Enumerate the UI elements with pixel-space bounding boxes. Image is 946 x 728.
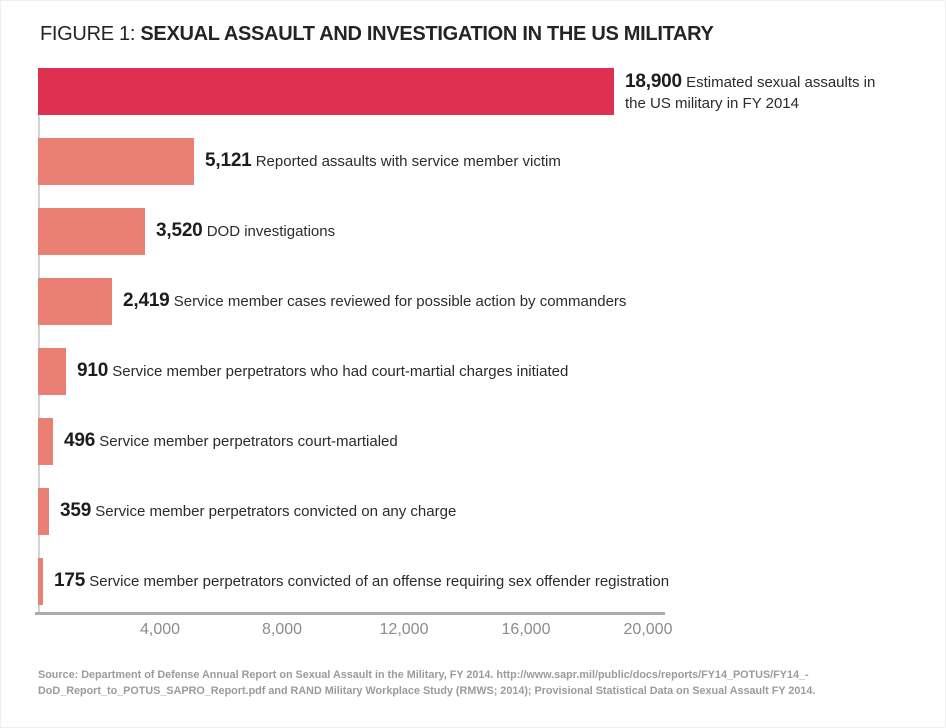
bar-label: 175 Service member perpetrators convicte… [54,569,669,593]
source-line-2: DoD_Report_to_POTUS_SAPRO_Report.pdf and… [38,684,816,697]
bar-label: 359 Service member perpetrators convicte… [60,499,456,523]
bar [38,278,112,325]
bar [38,208,145,255]
bar-description: Reported assaults with service member vi… [255,153,561,171]
bar [38,348,66,395]
bar-value: 3,520 [156,220,203,242]
y-axis-line [38,68,40,615]
source-note: Source: Department of Defense Annual Rep… [38,668,922,699]
bar-chart: 18,900 Estimated sexual assaults in the … [35,68,918,648]
bar-description: Service member perpetrators convicted on… [95,503,457,521]
bar-label: 910 Service member perpetrators who had … [77,359,568,383]
bar [38,68,614,115]
bar-row: 3,520 DOD investigations [38,208,918,255]
source-line-1: Source: Department of Defense Annual Rep… [38,669,809,681]
bar-value: 18,900 [625,70,682,92]
x-axis-tick-label: 12,000 [379,621,429,638]
bar-row: 496 Service member perpetrators court-ma… [38,418,918,465]
bar-rows: 18,900 Estimated sexual assaults in the … [38,68,918,628]
bar-description: Service member perpetrators who had cour… [112,363,569,381]
x-axis-tick-label: 20,000 [623,621,673,638]
bar-value: 5,121 [205,150,252,172]
bar-value: 910 [77,360,109,382]
x-axis-line [35,612,665,615]
bar [38,418,53,465]
bar-row: 175 Service member perpetrators convicte… [38,558,918,605]
bar-label: 496 Service member perpetrators court-ma… [64,429,398,453]
figure-number-label: FIGURE 1: [40,23,136,46]
bar-row: 359 Service member perpetrators convicte… [38,488,918,535]
bar-label: 18,900 Estimated sexual assaults in the … [625,70,877,114]
bar-value: 175 [54,570,86,592]
figure-title: FIGURE 1: SEXUAL ASSAULT AND INVESTIGATI… [40,23,714,46]
bar-value: 359 [60,500,92,522]
x-axis-tick-label: 16,000 [501,621,551,638]
bar-label: 5,121 Reported assaults with service mem… [205,149,561,173]
bar-description: DOD investigations [206,223,336,241]
bar-description: Estimated sexual assaults in the US mili… [625,73,876,113]
bar-description: Service member cases reviewed for possib… [173,293,627,311]
bar [38,558,43,605]
bar-value: 2,419 [123,290,170,312]
bar-value: 496 [64,430,96,452]
bar-description: Service member perpetrators court-martia… [99,433,398,451]
x-axis-tick-label: 4,000 [139,621,181,638]
figure-title-text: SEXUAL ASSAULT AND INVESTIGATION IN THE … [140,23,714,46]
bar-label: 2,419 Service member cases reviewed for … [123,289,626,313]
bar-row: 2,419 Service member cases reviewed for … [38,278,918,325]
bar-label: 3,520 DOD investigations [156,219,335,243]
x-axis-ticks: 4,000 8,000 12,000 16,000 20,000 [38,621,672,643]
bar-row: 18,900 Estimated sexual assaults in the … [38,68,918,115]
bar [38,488,49,535]
x-axis-tick-label: 8,000 [261,621,303,638]
bar-description: Service member perpetrators convicted of… [89,573,670,591]
bar-row: 910 Service member perpetrators who had … [38,348,918,395]
bar-row: 5,121 Reported assaults with service mem… [38,138,918,185]
bar [38,138,194,185]
